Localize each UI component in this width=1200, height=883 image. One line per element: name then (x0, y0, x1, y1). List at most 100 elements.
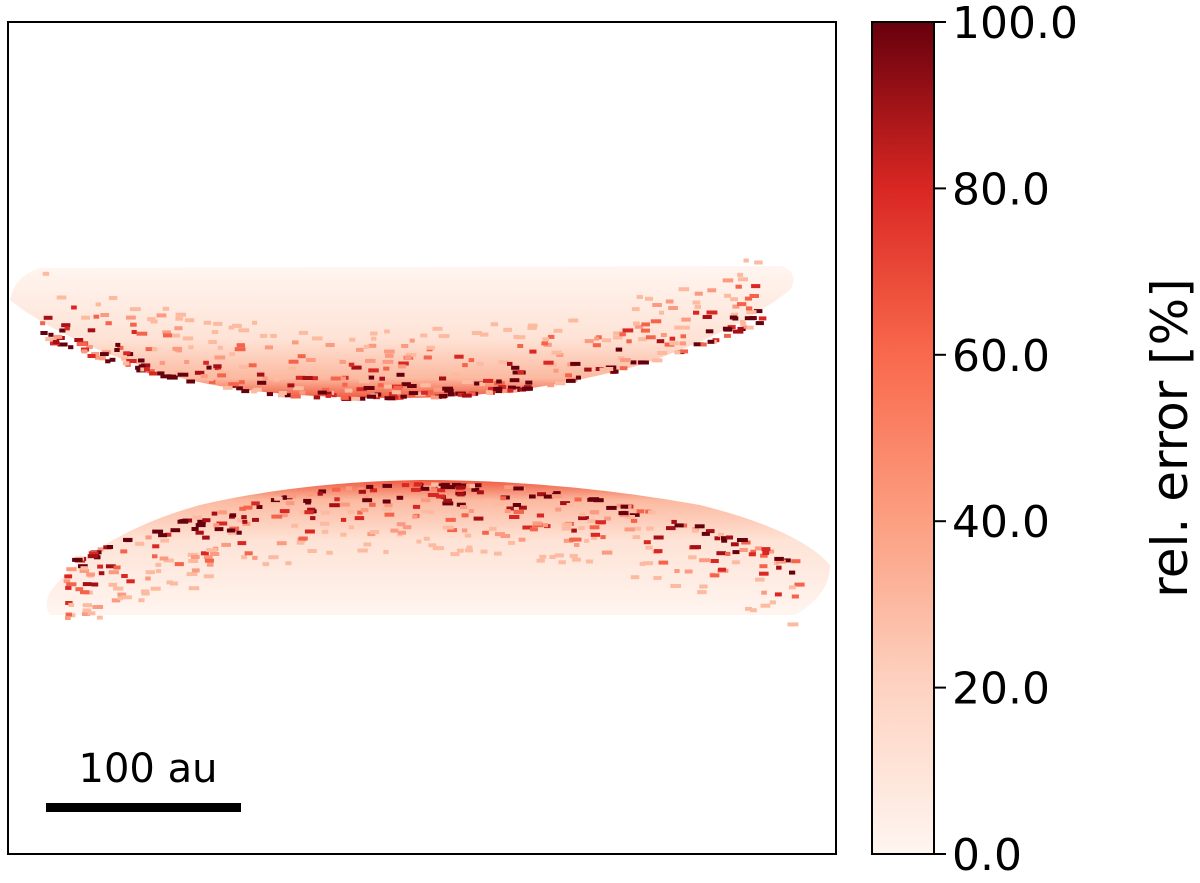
error-pixel (737, 272, 744, 277)
error-pixel (202, 518, 211, 523)
error-pixel (527, 323, 538, 328)
error-pixel (206, 548, 218, 553)
error-pixel (242, 519, 248, 524)
error-pixel (769, 600, 776, 605)
error-pixel (508, 385, 516, 390)
error-pixel (395, 396, 404, 400)
error-pixel (645, 545, 653, 550)
error-pixel (174, 347, 182, 352)
error-pixel (414, 502, 424, 507)
error-pixel (743, 258, 749, 263)
error-pixel (317, 491, 323, 496)
error-pixel (236, 386, 243, 391)
error-pixel (174, 326, 183, 331)
error-pixel (630, 360, 637, 365)
error-pixel (536, 558, 545, 563)
error-pixel (241, 515, 247, 520)
error-pixel (65, 616, 71, 620)
error-pixel (461, 393, 472, 398)
error-pixel (228, 382, 239, 387)
error-pixel (137, 358, 145, 363)
error-pixel (558, 560, 566, 565)
error-pixel (248, 363, 257, 368)
error-pixel (749, 294, 759, 298)
error-pixel (560, 501, 571, 506)
error-pixel (339, 359, 346, 364)
error-pixel (471, 487, 480, 492)
error-pixel (188, 586, 200, 591)
error-pixel (79, 568, 90, 573)
error-pixel (630, 518, 638, 523)
error-pixel (729, 315, 737, 320)
error-pixel (74, 338, 84, 342)
error-pixel (42, 271, 50, 276)
error-pixel (203, 320, 212, 325)
error-pixel (643, 540, 651, 545)
error-pixel (95, 302, 102, 307)
error-pixel (307, 492, 315, 497)
error-pixel (62, 342, 68, 347)
error-pixel (754, 260, 763, 265)
lower-disk-speckle (63, 482, 805, 627)
error-pixel (572, 557, 581, 562)
error-pixel (218, 510, 227, 515)
error-pixel (748, 552, 756, 557)
error-pixel (172, 333, 180, 338)
error-pixel (787, 622, 799, 627)
error-pixel (59, 328, 66, 333)
error-pixel (393, 374, 400, 379)
error-pixel (366, 484, 374, 489)
error-pixel (755, 577, 765, 582)
error-pixel (660, 333, 667, 337)
error-pixel (504, 485, 515, 490)
error-pixel (512, 370, 520, 375)
error-pixel (429, 510, 435, 515)
error-pixel (358, 487, 364, 492)
error-pixel (401, 382, 411, 387)
error-pixel (604, 516, 611, 521)
error-pixel (589, 510, 599, 515)
error-pixel (287, 383, 295, 388)
error-pixel (365, 358, 376, 363)
error-pixel (229, 513, 237, 518)
error-pixel (460, 505, 468, 510)
error-pixel (553, 328, 563, 333)
error-pixel (306, 358, 316, 362)
error-pixel (305, 500, 311, 505)
error-pixel (191, 568, 200, 573)
error-pixel (160, 538, 170, 543)
error-pixel (357, 548, 368, 553)
error-pixel (93, 314, 100, 319)
error-pixel (221, 542, 232, 547)
error-pixel (578, 526, 585, 530)
error-pixel (363, 386, 375, 390)
error-pixel (579, 512, 586, 517)
error-pixel (162, 306, 170, 311)
error-pixel (208, 340, 217, 344)
error-pixel (498, 360, 509, 365)
error-pixel (197, 519, 206, 524)
error-pixel (145, 535, 152, 540)
error-pixel (632, 535, 641, 540)
error-pixel (455, 488, 464, 492)
error-pixel (443, 498, 453, 503)
colorbar-tick-label: 80.0 (952, 164, 1050, 215)
error-pixel (494, 551, 502, 556)
error-pixel (613, 335, 623, 340)
error-pixel (789, 570, 796, 575)
error-pixel (96, 615, 103, 620)
error-pixel (436, 494, 445, 499)
error-pixel (423, 536, 430, 541)
error-pixel (584, 367, 592, 372)
error-pixel (515, 335, 526, 340)
error-pixel (508, 540, 515, 545)
error-pixel (507, 388, 514, 393)
error-pixel (206, 562, 214, 567)
error-pixel (82, 612, 91, 616)
error-pixel (344, 388, 353, 393)
error-pixel (731, 560, 740, 565)
error-pixel (234, 347, 246, 352)
error-pixel (241, 389, 250, 394)
error-pixel (298, 536, 308, 541)
error-pixel (214, 527, 224, 532)
